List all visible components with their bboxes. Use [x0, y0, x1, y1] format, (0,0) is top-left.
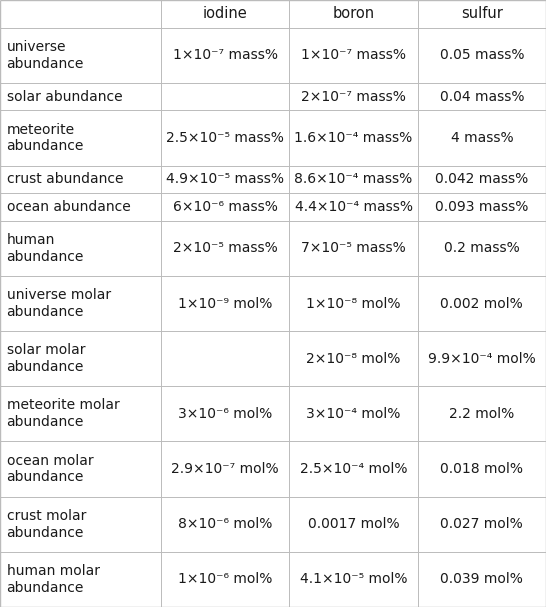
- Text: 4.4×10⁻⁴ mass%: 4.4×10⁻⁴ mass%: [294, 200, 413, 214]
- Text: 0.018 mol%: 0.018 mol%: [440, 462, 524, 476]
- Text: 4 mass%: 4 mass%: [450, 131, 513, 145]
- Text: 0.0017 mol%: 0.0017 mol%: [308, 517, 399, 531]
- Text: 3×10⁻⁴ mol%: 3×10⁻⁴ mol%: [306, 407, 401, 421]
- Text: 1×10⁻⁷ mass%: 1×10⁻⁷ mass%: [301, 48, 406, 62]
- Text: 2×10⁻⁵ mass%: 2×10⁻⁵ mass%: [173, 242, 277, 256]
- Text: 0.2 mass%: 0.2 mass%: [444, 242, 520, 256]
- Text: 8.6×10⁻⁴ mass%: 8.6×10⁻⁴ mass%: [294, 172, 413, 186]
- Text: 0.04 mass%: 0.04 mass%: [440, 90, 524, 104]
- Text: 1×10⁻⁷ mass%: 1×10⁻⁷ mass%: [173, 48, 278, 62]
- Text: meteorite
abundance: meteorite abundance: [7, 123, 84, 154]
- Text: 0.093 mass%: 0.093 mass%: [435, 200, 529, 214]
- Text: 0.027 mol%: 0.027 mol%: [441, 517, 523, 531]
- Text: 2.5×10⁻⁴ mol%: 2.5×10⁻⁴ mol%: [300, 462, 407, 476]
- Text: boron: boron: [333, 6, 375, 21]
- Text: universe
abundance: universe abundance: [7, 40, 84, 70]
- Text: 2×10⁻⁷ mass%: 2×10⁻⁷ mass%: [301, 90, 406, 104]
- Text: 1×10⁻⁶ mol%: 1×10⁻⁶ mol%: [178, 572, 272, 586]
- Text: 3×10⁻⁶ mol%: 3×10⁻⁶ mol%: [178, 407, 272, 421]
- Text: 4.9×10⁻⁵ mass%: 4.9×10⁻⁵ mass%: [166, 172, 284, 186]
- Text: 7×10⁻⁵ mass%: 7×10⁻⁵ mass%: [301, 242, 406, 256]
- Text: 2.9×10⁻⁷ mol%: 2.9×10⁻⁷ mol%: [171, 462, 279, 476]
- Text: crust abundance: crust abundance: [7, 172, 123, 186]
- Text: 0.039 mol%: 0.039 mol%: [441, 572, 523, 586]
- Text: 9.9×10⁻⁴ mol%: 9.9×10⁻⁴ mol%: [428, 351, 536, 365]
- Text: human
abundance: human abundance: [7, 233, 84, 263]
- Text: 6×10⁻⁶ mass%: 6×10⁻⁶ mass%: [173, 200, 278, 214]
- Text: crust molar
abundance: crust molar abundance: [7, 509, 86, 540]
- Text: ocean molar
abundance: ocean molar abundance: [7, 453, 93, 484]
- Text: iodine: iodine: [203, 6, 247, 21]
- Text: 8×10⁻⁶ mol%: 8×10⁻⁶ mol%: [178, 517, 272, 531]
- Text: solar abundance: solar abundance: [7, 90, 122, 104]
- Text: human molar
abundance: human molar abundance: [7, 564, 99, 595]
- Text: 0.042 mass%: 0.042 mass%: [435, 172, 529, 186]
- Text: solar molar
abundance: solar molar abundance: [7, 344, 85, 374]
- Text: ocean abundance: ocean abundance: [7, 200, 130, 214]
- Text: 1×10⁻⁸ mol%: 1×10⁻⁸ mol%: [306, 296, 401, 311]
- Text: 2×10⁻⁸ mol%: 2×10⁻⁸ mol%: [306, 351, 401, 365]
- Text: 1.6×10⁻⁴ mass%: 1.6×10⁻⁴ mass%: [294, 131, 413, 145]
- Text: 0.05 mass%: 0.05 mass%: [440, 48, 524, 62]
- Text: sulfur: sulfur: [461, 6, 503, 21]
- Text: 4.1×10⁻⁵ mol%: 4.1×10⁻⁵ mol%: [300, 572, 407, 586]
- Text: 2.5×10⁻⁵ mass%: 2.5×10⁻⁵ mass%: [167, 131, 284, 145]
- Text: 2.2 mol%: 2.2 mol%: [449, 407, 514, 421]
- Text: meteorite molar
abundance: meteorite molar abundance: [7, 398, 120, 429]
- Text: 0.002 mol%: 0.002 mol%: [441, 296, 523, 311]
- Text: universe molar
abundance: universe molar abundance: [7, 288, 111, 319]
- Text: 1×10⁻⁹ mol%: 1×10⁻⁹ mol%: [178, 296, 272, 311]
